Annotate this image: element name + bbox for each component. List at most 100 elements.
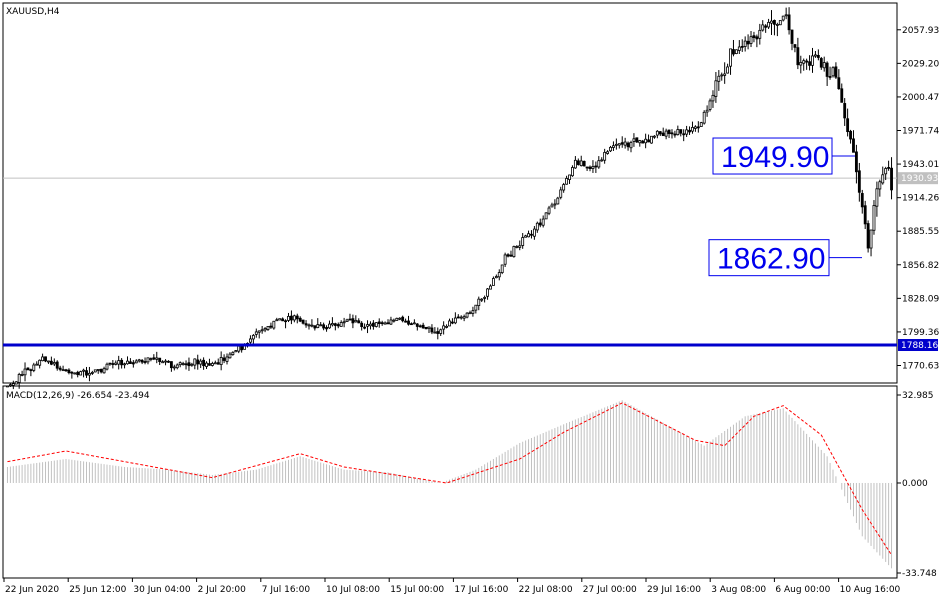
candle-body (70, 371, 74, 374)
candle-body (614, 143, 618, 146)
candle-body (702, 111, 706, 124)
time-tick-label: 15 Jul 00:00 (390, 585, 444, 595)
candle-body (307, 324, 311, 327)
candle-body (796, 47, 800, 66)
candle-body (339, 322, 343, 327)
candle-body (167, 360, 170, 363)
candle-body (846, 118, 850, 133)
macd-axis: 32.985 0.000 -33.748 (897, 391, 937, 579)
candle-body (257, 330, 261, 333)
candle-body (193, 358, 197, 366)
candle-body (228, 353, 232, 359)
candle-body (843, 103, 847, 119)
candle-body (295, 315, 299, 320)
candle-body (395, 317, 399, 321)
candle-body (6, 385, 9, 388)
candle-body (389, 319, 393, 325)
candle-body (483, 297, 487, 299)
candle-body (8, 384, 12, 387)
candle-body (491, 278, 495, 286)
candle-body (354, 319, 358, 323)
candle-body (415, 323, 419, 327)
candle-body (632, 138, 636, 142)
candle-body (579, 160, 583, 167)
candle-body (515, 246, 519, 248)
time-tick-label: 25 Jun 12:00 (69, 585, 126, 595)
time-tick-label: 22 Jul 08:00 (519, 585, 573, 595)
candle-body (799, 62, 803, 66)
candle-body (23, 368, 27, 376)
candle-body (266, 326, 270, 330)
candle-body (494, 276, 498, 279)
candle-body (117, 360, 121, 365)
candle-body (208, 363, 211, 366)
candle-body (670, 132, 674, 135)
candle-body (99, 368, 103, 373)
candle-body (863, 205, 867, 225)
candle-body (617, 143, 621, 146)
annotation-box (712, 137, 833, 175)
candle-body (210, 363, 214, 366)
candle-body (696, 126, 700, 129)
candle-body (237, 345, 241, 352)
candle-body (357, 320, 361, 324)
candle-body (398, 317, 402, 320)
candle-body (714, 80, 718, 97)
price-tick-label: 1856.82 (902, 261, 939, 271)
candle-body (620, 142, 624, 145)
candle-body (152, 357, 156, 360)
candle-body (126, 360, 129, 365)
candle-body (79, 371, 83, 376)
candle-body (73, 372, 77, 375)
candle-body (571, 167, 574, 177)
candle-body (58, 367, 62, 370)
time-tick-label: 29 Jul 16:00 (647, 585, 701, 595)
candle-body (404, 320, 408, 323)
annotation-text: 1862.90 (717, 243, 825, 276)
candle-body (623, 141, 627, 146)
price-axis: 2057.93 2029.20 2000.47 1971.74 1943.01 1914.… (897, 26, 939, 371)
candle-body (41, 356, 45, 362)
candle-body (272, 320, 276, 329)
candle-body (61, 369, 65, 372)
candle-body (597, 160, 601, 168)
candle-body (219, 357, 223, 365)
candle-body (544, 212, 548, 220)
candle-body (369, 323, 372, 327)
candle-body (202, 359, 206, 367)
candle-body (652, 135, 656, 138)
time-tick-label: 10 Aug 16:00 (840, 585, 901, 595)
candle-body (881, 174, 885, 184)
candle-body (626, 142, 630, 148)
candle-body (825, 62, 829, 77)
candle-body (196, 359, 200, 365)
candle-body (831, 67, 835, 77)
candle-body (301, 319, 305, 324)
candle-body (644, 138, 648, 144)
candle-body (866, 223, 870, 249)
candle-body (612, 145, 615, 148)
candle-body (371, 322, 375, 327)
support-line-label: 1788.16 (901, 341, 938, 351)
candle-body (289, 315, 293, 321)
candle-body (330, 323, 334, 326)
candle-body (755, 36, 759, 40)
candle-body (503, 254, 507, 265)
candle-body (96, 369, 100, 371)
candle-body (254, 331, 258, 335)
candle-body (661, 132, 665, 137)
time-tick-label: 27 Jul 00:00 (583, 585, 637, 595)
macd-tick-label: 32.985 (902, 391, 934, 401)
candle-body (316, 324, 320, 328)
candle-body (667, 129, 671, 134)
price-tick-label: 1799.36 (902, 328, 939, 338)
macd-tick-label: 0.000 (902, 479, 928, 489)
candle-body (816, 55, 820, 58)
candle-body (474, 304, 478, 311)
price-tick-label: 1914.26 (902, 194, 939, 204)
candle-body (433, 331, 437, 334)
candle-body (550, 204, 554, 208)
candle-body (852, 138, 855, 153)
candle-body (32, 364, 36, 371)
